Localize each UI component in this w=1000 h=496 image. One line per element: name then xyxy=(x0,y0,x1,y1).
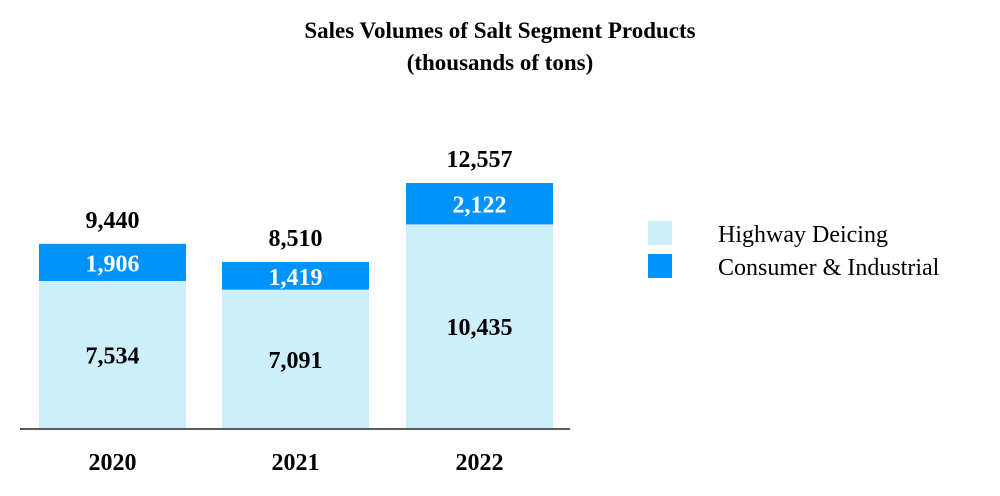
x-tick-label-2021: 2021 xyxy=(272,450,320,476)
bar-highway-deicing-2022 xyxy=(406,224,553,428)
legend-swatch-consumer-industrial xyxy=(648,254,672,278)
chart-title: Sales Volumes of Salt Segment Products xyxy=(304,18,695,43)
bar-highway-deicing-2021-label: 7,091 xyxy=(269,348,323,374)
bar-highway-deicing-2022-label: 10,435 xyxy=(447,315,513,341)
chart-subtitle: (thousands of tons) xyxy=(407,50,594,75)
total-label-2022: 12,557 xyxy=(447,147,513,173)
bar-consumer-industrial-2022 xyxy=(406,183,553,225)
legend: Highway Deicing Consumer & Industrial xyxy=(648,221,940,281)
bar-highway-deicing-2021 xyxy=(222,289,369,428)
total-label-2021: 8,510 xyxy=(269,226,323,252)
x-tick-label-2020: 2020 xyxy=(89,450,137,476)
bar-consumer-industrial-2020-label: 1,906 xyxy=(86,251,140,277)
total-label-2020: 9,440 xyxy=(86,208,140,234)
legend-label-consumer-industrial: Consumer & Industrial xyxy=(718,255,940,281)
x-tick-label-2022: 2022 xyxy=(456,450,504,476)
bar-consumer-industrial-2021 xyxy=(222,261,369,290)
legend-label-highway-deicing: Highway Deicing xyxy=(718,222,888,248)
legend-swatch-highway-deicing xyxy=(648,221,672,245)
bar-consumer-industrial-2020 xyxy=(39,243,186,282)
bar-consumer-industrial-2021-label: 1,419 xyxy=(269,265,323,291)
bars-layer: 7,534 1,906 9,440 2020 7,091 1,419 8,510 2021 10… xyxy=(39,147,553,476)
bar-consumer-industrial-2022-label: 2,122 xyxy=(453,193,507,219)
bar-highway-deicing-2020-label: 7,534 xyxy=(86,344,140,370)
bar-highway-deicing-2020 xyxy=(39,281,186,428)
